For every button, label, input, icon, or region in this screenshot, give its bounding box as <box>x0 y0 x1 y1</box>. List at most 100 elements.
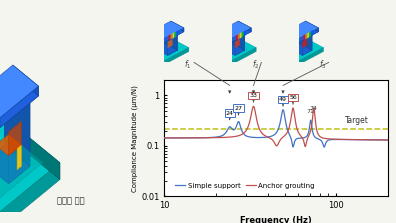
Polygon shape <box>9 121 21 156</box>
Polygon shape <box>171 33 173 40</box>
Polygon shape <box>236 34 238 41</box>
Anchor grouting <box>303 145 308 148</box>
Anchor grouting <box>379 139 384 141</box>
Polygon shape <box>210 36 256 61</box>
Polygon shape <box>4 82 30 166</box>
Polygon shape <box>302 35 312 56</box>
Polygon shape <box>217 21 251 39</box>
Polygon shape <box>242 31 244 37</box>
Polygon shape <box>284 25 319 43</box>
Polygon shape <box>0 163 60 223</box>
Polygon shape <box>150 25 184 43</box>
Anchor grouting <box>162 137 167 139</box>
Polygon shape <box>289 43 312 56</box>
Polygon shape <box>244 30 246 37</box>
Polygon shape <box>238 21 251 32</box>
Polygon shape <box>154 43 177 56</box>
Text: $f_1$: $f_1$ <box>184 58 192 70</box>
Simple support <box>265 136 270 138</box>
Polygon shape <box>150 21 184 39</box>
X-axis label: Frequency (Hz): Frequency (Hz) <box>240 216 312 223</box>
Simple support <box>173 137 178 139</box>
Polygon shape <box>0 134 43 198</box>
Anchor grouting <box>379 139 384 141</box>
Simple support <box>379 139 384 141</box>
Text: 74: 74 <box>310 106 318 111</box>
Anchor grouting <box>386 139 390 141</box>
Polygon shape <box>173 32 175 39</box>
Legend: Simple support, Anchor grouting: Simple support, Anchor grouting <box>172 180 318 192</box>
Polygon shape <box>307 32 309 39</box>
Polygon shape <box>0 134 21 156</box>
Polygon shape <box>238 33 240 40</box>
Simple support <box>162 137 167 139</box>
Polygon shape <box>164 28 177 50</box>
Polygon shape <box>299 48 324 64</box>
Polygon shape <box>235 39 240 48</box>
Text: 33: 33 <box>249 93 257 102</box>
Polygon shape <box>303 34 305 41</box>
Text: 지지점 위치: 지지점 위치 <box>57 197 85 206</box>
Polygon shape <box>311 30 313 37</box>
Polygon shape <box>302 39 307 48</box>
Text: 71: 71 <box>307 109 315 114</box>
Polygon shape <box>0 120 60 212</box>
Polygon shape <box>168 39 173 48</box>
Polygon shape <box>13 65 38 96</box>
Line: Anchor grouting: Anchor grouting <box>164 106 388 147</box>
Anchor grouting <box>271 140 276 142</box>
Polygon shape <box>17 145 21 170</box>
Polygon shape <box>305 33 307 40</box>
Polygon shape <box>232 48 256 64</box>
Polygon shape <box>9 103 30 184</box>
Anchor grouting <box>251 105 256 108</box>
Anchor grouting <box>338 138 343 141</box>
Simple support <box>271 134 276 137</box>
Polygon shape <box>217 25 251 43</box>
Text: $f_3$: $f_3$ <box>319 58 327 70</box>
Polygon shape <box>0 75 38 128</box>
Polygon shape <box>222 43 245 56</box>
Polygon shape <box>177 30 178 37</box>
Text: 49: 49 <box>279 97 287 106</box>
Polygon shape <box>230 28 251 43</box>
Polygon shape <box>0 65 38 118</box>
Polygon shape <box>299 28 312 50</box>
Text: 56: 56 <box>289 95 297 104</box>
Line: Simple support: Simple support <box>164 110 388 147</box>
Anchor grouting <box>265 136 270 138</box>
Polygon shape <box>289 28 312 40</box>
Polygon shape <box>232 28 245 50</box>
Text: Target: Target <box>345 116 369 125</box>
Polygon shape <box>235 35 245 56</box>
Y-axis label: Compliance Magnitude (μm/N): Compliance Magnitude (μm/N) <box>132 85 138 192</box>
Polygon shape <box>175 31 177 37</box>
Simple support <box>379 139 384 141</box>
Text: 27: 27 <box>234 106 242 115</box>
Polygon shape <box>278 36 324 61</box>
Polygon shape <box>0 145 30 184</box>
Simple support <box>281 108 286 111</box>
Polygon shape <box>154 28 177 40</box>
Polygon shape <box>9 120 60 180</box>
Polygon shape <box>0 86 38 128</box>
Polygon shape <box>168 35 177 56</box>
Polygon shape <box>169 34 171 41</box>
Polygon shape <box>171 21 184 32</box>
Simple support <box>386 139 390 141</box>
Polygon shape <box>297 28 319 43</box>
Simple support <box>338 138 343 141</box>
Polygon shape <box>222 28 245 40</box>
Polygon shape <box>284 21 319 39</box>
Polygon shape <box>164 48 189 64</box>
Text: $f_2$: $f_2$ <box>251 58 259 70</box>
Polygon shape <box>143 36 189 61</box>
Anchor grouting <box>173 136 178 139</box>
Simple support <box>322 146 327 149</box>
Polygon shape <box>163 28 184 43</box>
Polygon shape <box>306 21 319 32</box>
Polygon shape <box>0 82 30 120</box>
Polygon shape <box>309 31 311 37</box>
Text: 24: 24 <box>226 111 234 120</box>
Polygon shape <box>240 32 242 39</box>
